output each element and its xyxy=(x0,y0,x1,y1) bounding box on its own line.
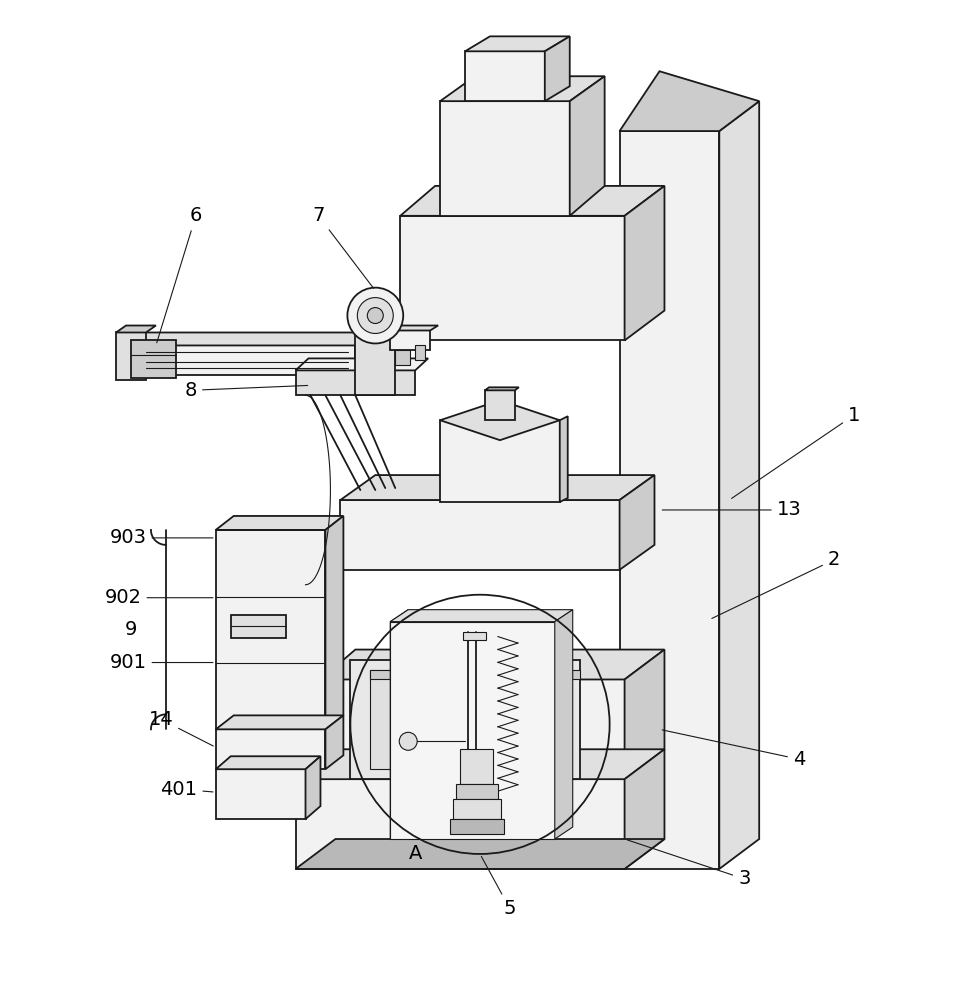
Polygon shape xyxy=(485,387,519,390)
Polygon shape xyxy=(216,729,326,769)
Polygon shape xyxy=(306,756,321,819)
Polygon shape xyxy=(620,131,719,869)
Polygon shape xyxy=(463,632,486,640)
Text: 3: 3 xyxy=(627,840,750,888)
Polygon shape xyxy=(440,420,559,502)
Polygon shape xyxy=(570,76,604,216)
Polygon shape xyxy=(465,51,545,101)
Polygon shape xyxy=(620,71,759,131)
Polygon shape xyxy=(440,101,570,216)
Polygon shape xyxy=(295,779,625,869)
Polygon shape xyxy=(545,36,570,101)
Polygon shape xyxy=(625,186,665,340)
Polygon shape xyxy=(396,350,410,365)
Polygon shape xyxy=(371,670,580,679)
Circle shape xyxy=(348,288,403,343)
Polygon shape xyxy=(456,784,498,799)
Text: 8: 8 xyxy=(185,381,308,400)
Text: 9: 9 xyxy=(125,620,137,639)
Polygon shape xyxy=(620,475,654,570)
Polygon shape xyxy=(390,610,573,622)
Polygon shape xyxy=(295,839,665,869)
Polygon shape xyxy=(295,370,415,395)
Polygon shape xyxy=(440,400,559,440)
Text: 13: 13 xyxy=(662,500,802,519)
Text: 6: 6 xyxy=(157,206,202,343)
Text: 5: 5 xyxy=(481,856,516,918)
Polygon shape xyxy=(625,650,665,779)
Text: 14: 14 xyxy=(148,710,214,746)
Polygon shape xyxy=(216,715,343,729)
Polygon shape xyxy=(116,326,156,332)
Polygon shape xyxy=(450,819,504,834)
Circle shape xyxy=(367,308,383,324)
Polygon shape xyxy=(440,76,604,101)
Polygon shape xyxy=(131,332,368,345)
Polygon shape xyxy=(485,390,514,420)
Text: 903: 903 xyxy=(109,528,213,547)
Polygon shape xyxy=(295,749,665,779)
Polygon shape xyxy=(351,660,580,779)
Text: 1: 1 xyxy=(732,406,860,498)
Circle shape xyxy=(399,732,417,750)
Polygon shape xyxy=(340,475,654,500)
Polygon shape xyxy=(131,340,176,378)
Polygon shape xyxy=(460,749,493,784)
Polygon shape xyxy=(216,769,306,819)
Polygon shape xyxy=(295,358,428,370)
Text: 2: 2 xyxy=(712,550,840,618)
Polygon shape xyxy=(555,610,573,839)
Polygon shape xyxy=(400,216,625,340)
Text: 902: 902 xyxy=(104,588,213,607)
Polygon shape xyxy=(216,756,321,769)
Text: A: A xyxy=(408,844,422,863)
Polygon shape xyxy=(340,500,620,570)
Polygon shape xyxy=(231,615,285,638)
Circle shape xyxy=(357,298,393,333)
Polygon shape xyxy=(116,332,146,380)
Polygon shape xyxy=(559,416,568,502)
Polygon shape xyxy=(216,530,326,729)
Polygon shape xyxy=(719,101,759,869)
Polygon shape xyxy=(400,186,665,216)
Polygon shape xyxy=(390,622,555,839)
Text: 4: 4 xyxy=(662,730,806,769)
Polygon shape xyxy=(390,330,430,350)
Text: 401: 401 xyxy=(160,780,213,799)
Polygon shape xyxy=(216,516,343,530)
Polygon shape xyxy=(465,36,570,51)
Polygon shape xyxy=(453,799,501,819)
Text: 901: 901 xyxy=(109,653,213,672)
Polygon shape xyxy=(390,326,438,330)
Text: 7: 7 xyxy=(312,206,374,288)
Polygon shape xyxy=(326,715,343,769)
Polygon shape xyxy=(321,679,625,779)
Polygon shape xyxy=(390,610,408,839)
Polygon shape xyxy=(415,345,425,360)
Polygon shape xyxy=(371,670,396,769)
Polygon shape xyxy=(326,516,343,729)
Polygon shape xyxy=(131,345,355,375)
Polygon shape xyxy=(625,749,665,869)
Polygon shape xyxy=(321,650,665,679)
Polygon shape xyxy=(355,330,396,395)
